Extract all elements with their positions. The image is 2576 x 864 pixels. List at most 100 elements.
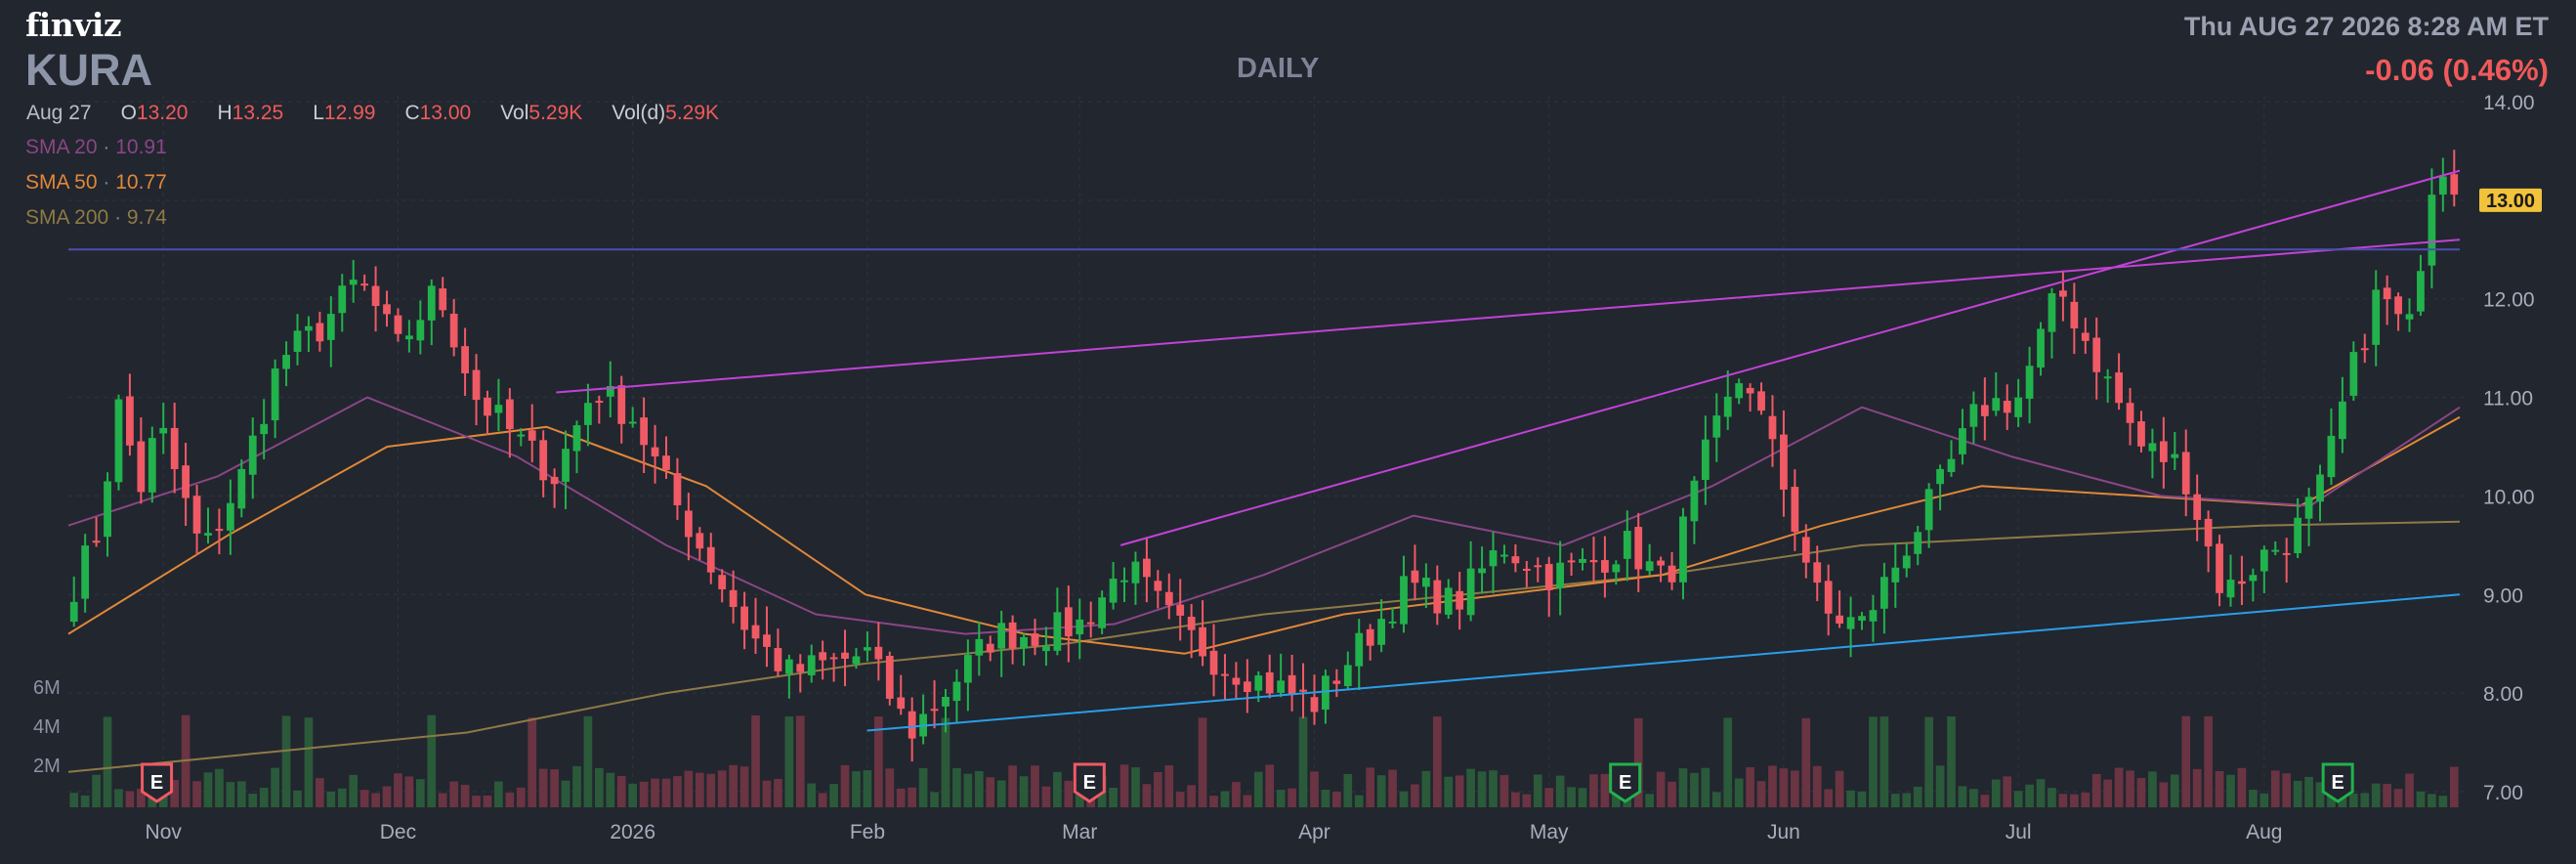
- volume-bar: [2013, 791, 2023, 807]
- candle-body: [1869, 610, 1878, 622]
- candle-body: [1813, 562, 1822, 583]
- volume-bar: [896, 788, 906, 807]
- volume-bar: [873, 716, 883, 807]
- candle-body: [2014, 397, 2023, 417]
- volume-bar: [1555, 775, 1565, 807]
- volume-bar: [2304, 776, 2313, 807]
- volume-bar: [1913, 786, 1922, 807]
- finviz-logo[interactable]: finviz: [25, 6, 122, 44]
- volume-bar: [739, 766, 749, 807]
- volume-bar: [2393, 789, 2403, 807]
- candle-body: [852, 656, 861, 665]
- earnings-marker[interactable]: E: [141, 762, 174, 803]
- earnings-marker-label: E: [1083, 772, 1096, 794]
- candle-body: [2103, 376, 2112, 379]
- x-tick-label: May: [1530, 821, 1569, 843]
- volume-bar: [2348, 793, 2358, 807]
- volume-bar: [930, 792, 939, 807]
- volume-bar: [1600, 773, 1610, 807]
- volume-bar: [2215, 770, 2224, 807]
- earnings-marker[interactable]: E: [1073, 762, 1106, 803]
- volume-bar: [1902, 793, 1912, 807]
- candle-body: [550, 476, 559, 485]
- candle-body: [997, 623, 1006, 649]
- candle-body: [1355, 632, 1364, 667]
- candle-body: [1668, 565, 1676, 583]
- sma200-legend[interactable]: SMA 200 · 9.74: [25, 206, 167, 229]
- volume-bar: [1824, 789, 1834, 807]
- candle-body: [1980, 405, 1989, 416]
- volume-bar: [1511, 792, 1520, 807]
- candle-body: [2115, 372, 2123, 404]
- volume-bar: [1879, 716, 1889, 807]
- volume-bar: [203, 772, 213, 807]
- candle-body: [2003, 401, 2011, 413]
- volume-bar: [583, 715, 593, 807]
- candle-body: [1243, 681, 1251, 693]
- candle-body: [1209, 650, 1218, 675]
- sma50-legend[interactable]: SMA 50 · 10.77: [25, 171, 167, 194]
- dollar-volume-value: 5.29K: [665, 102, 720, 124]
- candle-body: [427, 285, 436, 321]
- dollar-volume-label: Vol(d): [612, 102, 666, 124]
- x-tick-label: Apr: [1298, 821, 1330, 843]
- candle-body: [271, 368, 279, 421]
- volume-bar: [661, 778, 671, 807]
- candle-body: [1489, 550, 1498, 567]
- candle-body: [1879, 577, 1888, 609]
- candle-body: [2360, 348, 2369, 351]
- candle-body: [69, 601, 78, 623]
- volume-bar: [1411, 784, 1419, 807]
- candle-body: [2059, 290, 2067, 297]
- volume-bar: [192, 781, 201, 807]
- candle-body: [1824, 581, 1833, 614]
- candle-body: [237, 468, 246, 509]
- x-tick-label: Mar: [1062, 821, 1097, 843]
- volume-bar: [326, 791, 336, 807]
- volume-bar: [1791, 770, 1799, 807]
- volume-bar: [494, 781, 503, 807]
- volume-bar: [248, 794, 258, 807]
- volume-bar: [1499, 775, 1509, 807]
- volume-bar: [1019, 776, 1029, 807]
- volume-value: 5.29K: [528, 102, 583, 124]
- candle-body: [1589, 560, 1598, 563]
- volume-bar: [717, 770, 727, 807]
- candle-body: [1332, 680, 1341, 684]
- candle-body: [942, 696, 950, 707]
- volume-bar: [1567, 787, 1576, 807]
- earnings-marker[interactable]: E: [2321, 762, 2354, 803]
- candle-body: [137, 441, 146, 493]
- candle-body: [975, 638, 984, 656]
- candle-body: [1634, 527, 1643, 570]
- volume-bar: [2293, 780, 2302, 807]
- timeframe-label[interactable]: DAILY: [1237, 53, 1320, 84]
- candle-body: [2327, 435, 2336, 478]
- volume-bar: [1008, 765, 1017, 807]
- candle-body: [215, 529, 224, 532]
- candle-body: [1176, 604, 1185, 616]
- candle-body: [539, 440, 548, 481]
- candle-body: [1254, 675, 1263, 691]
- ohlc-date: Aug 27: [26, 102, 92, 124]
- volume-bar: [1947, 716, 1956, 807]
- earnings-marker-shape: [2321, 762, 2354, 803]
- sma20-legend[interactable]: SMA 20 · 10.91: [25, 136, 167, 158]
- volume-bar: [2249, 790, 2258, 807]
- volume-bar: [215, 768, 224, 807]
- candle-body: [1768, 415, 1777, 440]
- support-line: [866, 593, 2461, 732]
- candle-body: [1277, 680, 1286, 693]
- volume-bar: [616, 775, 626, 807]
- volume-bar: [1711, 792, 1721, 807]
- candle-body: [1690, 480, 1699, 522]
- volume-bar: [550, 769, 559, 807]
- candle-body: [1556, 562, 1565, 588]
- candle-body: [1120, 580, 1128, 583]
- candle-body: [1053, 612, 1062, 651]
- volume-bar: [427, 714, 437, 807]
- candle-body: [1936, 468, 1944, 485]
- earnings-marker[interactable]: E: [1609, 762, 1642, 803]
- x-tick-label: Feb: [850, 821, 885, 843]
